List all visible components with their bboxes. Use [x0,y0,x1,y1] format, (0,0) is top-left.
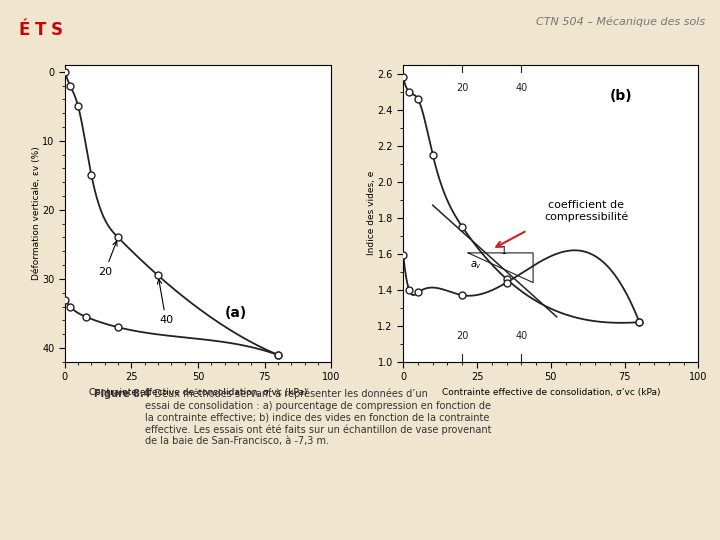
Y-axis label: Déformation verticale, εv (%): Déformation verticale, εv (%) [32,146,40,280]
Text: 40: 40 [158,279,173,326]
Text: (a): (a) [225,306,247,320]
X-axis label: Contrainte effective de consolidation, σ’vc (kPa): Contrainte effective de consolidation, σ… [89,388,307,397]
X-axis label: Contrainte effective de consolidation, σ’vc (kPa): Contrainte effective de consolidation, σ… [441,388,660,397]
Y-axis label: Indice des vides, e: Indice des vides, e [367,171,376,255]
Text: Deux méthodes servant à représenter les données d’un
essai de consolidation : a): Deux méthodes servant à représenter les … [145,389,492,446]
Text: É: É [18,21,30,39]
Text: Figure 8.4: Figure 8.4 [94,389,150,399]
Text: coefficient de
compressibilité: coefficient de compressibilité [544,199,629,222]
Text: 40: 40 [515,83,528,93]
Text: 40: 40 [515,331,528,341]
Text: 1: 1 [500,246,507,255]
Text: (b): (b) [610,90,632,104]
Text: 20: 20 [98,241,117,277]
Text: 20: 20 [456,83,469,93]
Text: $a_v$: $a_v$ [469,260,482,272]
Text: CTN 504 – Mécanique des sols: CTN 504 – Mécanique des sols [536,16,706,26]
Text: S: S [50,21,63,39]
Text: T: T [35,21,46,39]
Text: 20: 20 [456,331,469,341]
